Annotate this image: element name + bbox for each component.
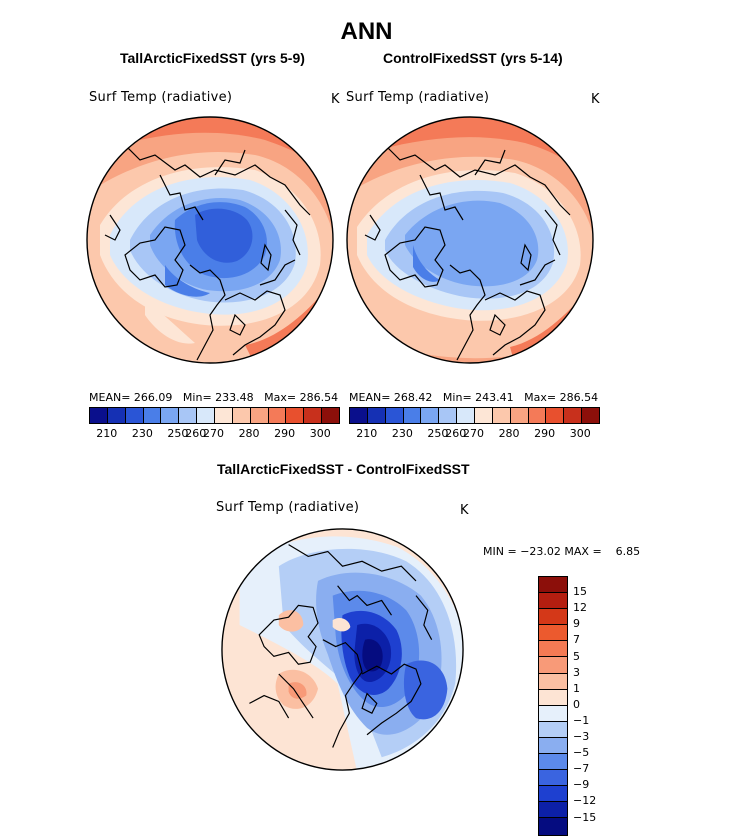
colorbar-tick-label: 270 [203,427,224,440]
right-colorbar [349,407,600,424]
colorbar-tick-label: 0 [573,697,580,711]
colorbar-tick-label: 260 [445,427,467,440]
colorbar-swatch [492,408,511,423]
colorbar-swatch [539,802,567,819]
colorbar-tick-label: 260 [185,427,207,440]
colorbar-swatch [367,408,386,423]
colorbar-swatch [350,408,368,423]
left-colorbar [89,407,340,424]
colorbar-tick-label: 300 [569,427,591,440]
colorbar-tick-label: 15 [573,585,587,599]
colorbar-tick-label: −15 [573,810,597,824]
colorbar-swatch [286,408,305,423]
colorbar-swatch [143,408,162,423]
colorbar-swatch [250,408,269,423]
figure-title: ANN [340,18,393,45]
colorbar-tick-label: 7 [573,633,580,647]
colorbar-tick-label: −3 [573,730,590,743]
colorbar-swatch [539,770,567,787]
right-stats: MEAN= 268.42 Min= 243.41 Max= 286.54 [349,391,599,404]
colorbar-tick-label: 230 [131,427,153,440]
colorbar-swatch [475,408,493,423]
right-field-label: Surf Temp (radiative) [346,90,490,105]
colorbar-swatch [322,408,340,423]
left-panel-title: TallArcticFixedSST (yrs 5-9) [120,50,305,66]
colorbar-swatch [539,705,567,722]
diff-panel-title: TallArcticFixedSST - ControlFixedSST [217,461,470,477]
colorbar-swatch [546,408,565,423]
colorbar-tick-label: 250 [167,427,189,440]
colorbar-tick-label: −12 [573,794,597,808]
colorbar-tick-label: 1 [573,681,580,695]
colorbar-swatch [161,408,180,423]
colorbar-swatch [564,408,583,423]
right-units-label: K [591,92,600,107]
colorbar-tick-label: 290 [534,427,556,440]
left-field-label: Surf Temp (radiative) [89,90,233,105]
colorbar-swatch [197,408,216,423]
colorbar-swatch [539,657,567,674]
colorbar-swatch [439,408,458,423]
colorbar-tick-label: 300 [309,427,331,440]
colorbar-tick-label: 3 [573,665,580,679]
colorbar-swatch [457,408,476,423]
colorbar-swatch [107,408,126,423]
colorbar-swatch [539,577,567,594]
colorbar-tick-label: −5 [573,746,590,760]
colorbar-tick-label: 290 [274,427,296,440]
colorbar-tick-label: 210 [356,427,378,440]
colorbar-swatch [125,408,144,423]
colorbar-swatch [539,625,567,642]
diff-units-label: K [460,503,469,518]
colorbar-swatch [232,408,251,423]
diff-colorbar [538,576,568,836]
left-stats: MEAN= 266.09 Min= 233.48 Max= 286.54 [89,391,339,404]
colorbar-swatch [539,641,567,658]
left-polar-map [86,116,334,364]
colorbar-swatch [403,408,422,423]
colorbar-tick-label: 250 [427,427,449,440]
colorbar-tick-label: −9 [573,778,590,792]
colorbar-swatch [528,408,547,423]
colorbar-swatch [421,408,440,423]
colorbar-tick-label: 210 [96,427,118,440]
diff-field-label: Surf Temp (radiative) [216,500,360,515]
colorbar-tick-label: −7 [573,762,590,776]
colorbar-tick-label: 9 [573,617,580,631]
colorbar-swatch [510,408,529,423]
colorbar-swatch [539,818,567,835]
diff-polar-map [221,528,464,771]
colorbar-tick-label: 5 [573,649,580,663]
colorbar-tick-label: 12 [573,601,587,615]
colorbar-swatch [304,408,323,423]
colorbar-tick-label: 230 [391,427,413,440]
colorbar-swatch [268,408,287,423]
colorbar-swatch [215,408,233,423]
colorbar-swatch [539,689,567,706]
colorbar-swatch [90,408,108,423]
right-panel-title: ControlFixedSST (yrs 5-14) [383,50,563,66]
colorbar-swatch [179,408,198,423]
colorbar-tick-label: 280 [498,427,520,440]
colorbar-swatch [385,408,404,423]
colorbar-swatch [539,754,567,771]
colorbar-tick-label: −1 [573,713,590,727]
colorbar-swatch [539,609,567,626]
right-polar-map [346,116,594,364]
colorbar-tick-label: 280 [238,427,260,440]
colorbar-swatch [539,737,567,755]
colorbar-tick-label: 270 [463,427,484,440]
left-units-label: K [331,92,340,107]
diff-minmax: MIN = −23.02 MAX = 6.85 [483,545,641,558]
colorbar-swatch [539,673,567,690]
colorbar-swatch [539,593,567,610]
colorbar-swatch [539,721,567,738]
colorbar-swatch [582,408,600,423]
